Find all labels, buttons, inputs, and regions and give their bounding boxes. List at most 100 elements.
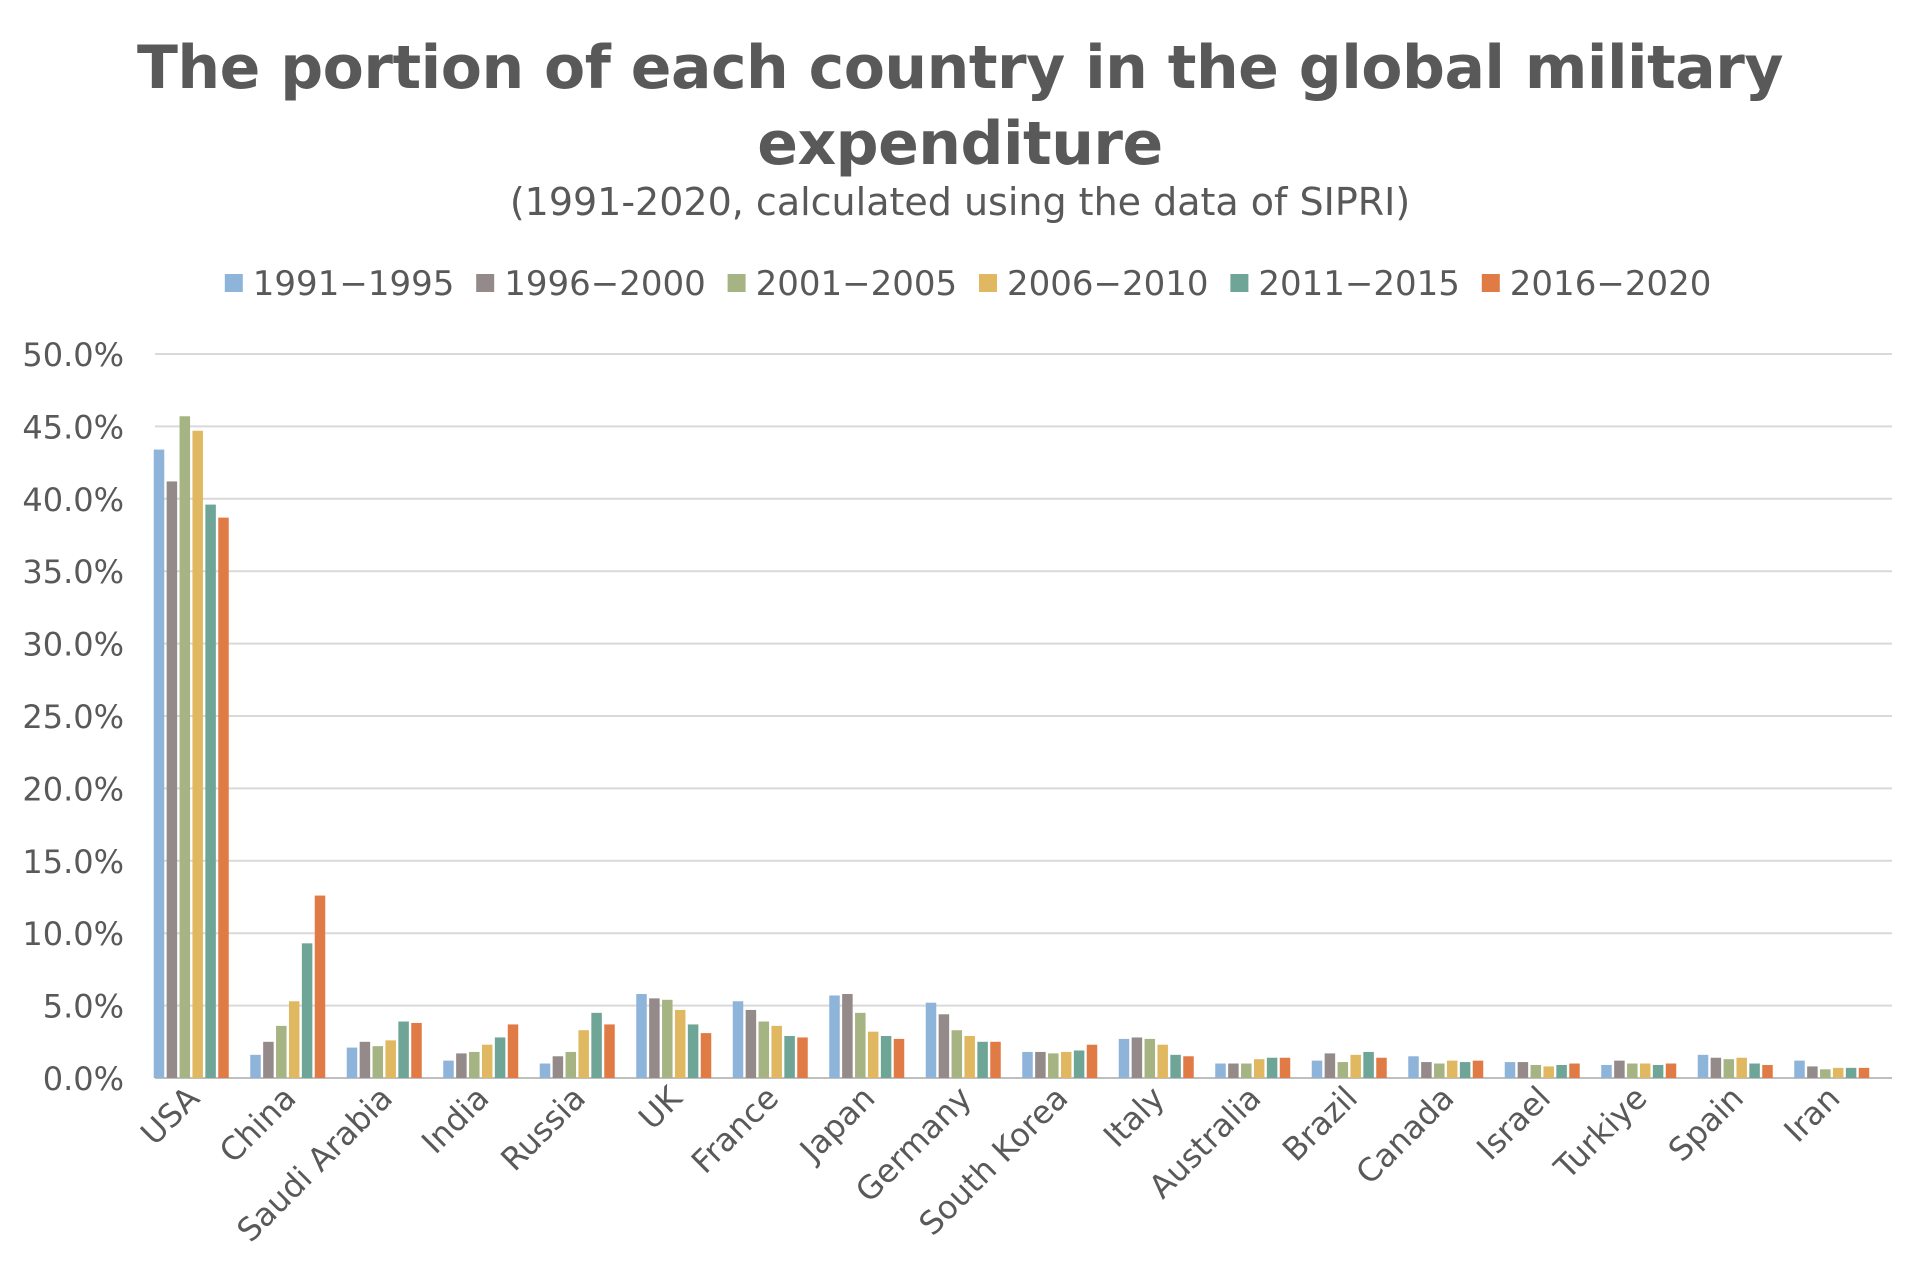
bar (469, 1051, 480, 1078)
bar (494, 1037, 506, 1078)
legend-swatch (979, 274, 997, 292)
x-tick-label: Israel (1469, 1079, 1558, 1168)
bar (758, 1021, 770, 1078)
bar (1762, 1064, 1773, 1078)
x-tick-label: Iran (1776, 1079, 1847, 1150)
bar (314, 895, 326, 1078)
bar (1601, 1064, 1612, 1078)
bar (1858, 1067, 1870, 1078)
y-tick-label: 10.0% (22, 915, 124, 953)
legend-label: 1996−2000 (504, 264, 706, 304)
y-tick-label: 30.0% (22, 626, 124, 664)
bar (829, 995, 840, 1078)
bar (250, 1054, 261, 1078)
bar (346, 1047, 358, 1078)
bar (893, 1038, 905, 1078)
bar (578, 1030, 589, 1078)
y-axis: 0.0% 5.0% 10.0% 15.0% 20.0% 25.0% 30.0% 35.0% 40… (22, 336, 124, 1098)
bar (372, 1046, 384, 1078)
x-tick-label: France (684, 1079, 786, 1181)
bar (797, 1037, 808, 1078)
legend-label: 2001−2005 (756, 264, 958, 304)
legend-label: 2016−2020 (1510, 264, 1712, 304)
bar (1073, 1050, 1085, 1078)
chart-subtitle: (1991-2020, calculated using the data of… (509, 180, 1411, 224)
bar (1157, 1044, 1168, 1078)
bar (385, 1040, 396, 1078)
bar (1048, 1053, 1059, 1078)
bar (745, 1009, 757, 1078)
bar (1459, 1062, 1471, 1078)
bar (1697, 1054, 1709, 1078)
bar (1350, 1054, 1361, 1078)
y-tick-label: 45.0% (22, 408, 124, 446)
y-tick-label: 0.0% (43, 1060, 124, 1098)
bar (1253, 1059, 1265, 1078)
bar (456, 1053, 467, 1078)
bar (1627, 1063, 1638, 1078)
bar (1408, 1056, 1419, 1078)
bar (1183, 1056, 1194, 1078)
bar (179, 416, 191, 1078)
bar (674, 1009, 686, 1078)
legend-swatch (1481, 274, 1500, 292)
bar (700, 1033, 712, 1078)
bar (1807, 1066, 1818, 1078)
bar (301, 943, 313, 1078)
x-tick-label: Canada (1348, 1079, 1461, 1192)
bar (552, 1056, 564, 1078)
x-tick-label: USA (133, 1079, 207, 1153)
bar (732, 1001, 744, 1078)
y-tick-label: 50.0% (22, 336, 124, 374)
bar (1060, 1051, 1072, 1078)
bar (1749, 1063, 1760, 1078)
bar (1845, 1067, 1857, 1078)
legend: 1991−1995 1996−2000 2001−2005 2006−2010 2011… (224, 264, 1712, 304)
bar (1363, 1051, 1374, 1078)
bar (784, 1036, 795, 1078)
bar (1446, 1060, 1458, 1078)
bar (1614, 1060, 1625, 1078)
bar (1434, 1063, 1445, 1078)
bar (359, 1041, 371, 1078)
bar (771, 1025, 782, 1078)
bar (1376, 1057, 1387, 1078)
bar (964, 1036, 975, 1078)
x-tick-label: Turkiye (1546, 1079, 1654, 1187)
bar (951, 1030, 963, 1078)
bar (925, 1002, 937, 1078)
legend-label: 2011−2015 (1258, 264, 1460, 304)
legend-swatch (224, 274, 243, 292)
bar (1530, 1064, 1542, 1078)
bar (411, 1022, 422, 1078)
bar (1421, 1062, 1432, 1078)
bar (1736, 1057, 1747, 1078)
bar (842, 994, 853, 1078)
bar (1131, 1037, 1143, 1078)
x-tick-label: Spain (1661, 1079, 1751, 1169)
bar (1517, 1062, 1529, 1078)
legend-label: 1991−1995 (253, 264, 455, 304)
bar (1543, 1066, 1554, 1078)
bars (153, 416, 1870, 1078)
bar (1144, 1038, 1156, 1078)
bar (687, 1024, 699, 1078)
bar (443, 1060, 454, 1078)
bar (1311, 1060, 1323, 1078)
bar (288, 1001, 300, 1078)
legend-swatch (1230, 274, 1249, 292)
bar (1820, 1069, 1831, 1078)
bar (880, 1036, 892, 1078)
bar (1086, 1044, 1098, 1078)
bar (1556, 1064, 1567, 1078)
bar (1832, 1067, 1844, 1078)
bar (539, 1063, 551, 1078)
y-tick-label: 35.0% (22, 553, 124, 591)
bar (1652, 1064, 1664, 1078)
x-tick-label: Russia (493, 1079, 593, 1179)
gridlines (155, 353, 1892, 1079)
y-tick-label: 5.0% (43, 988, 124, 1026)
x-tick-label: Japan (791, 1079, 882, 1170)
bar (977, 1041, 988, 1078)
